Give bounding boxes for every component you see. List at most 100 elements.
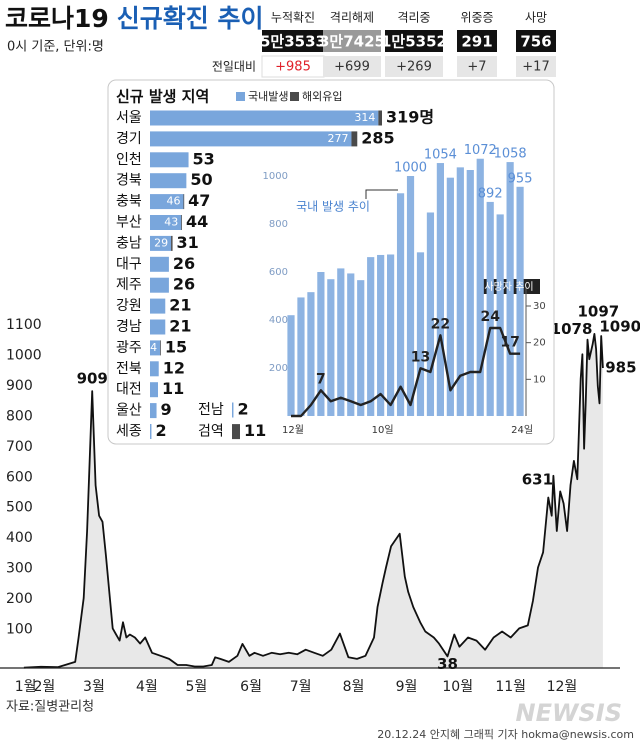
y-tick-label: 100 <box>6 622 33 638</box>
bar <box>347 273 355 416</box>
change-box <box>385 56 443 77</box>
bar <box>446 177 454 416</box>
bar-segment <box>150 424 152 439</box>
legend-swatch <box>236 92 245 101</box>
bar-segment <box>378 110 382 126</box>
bar <box>307 292 315 416</box>
bar-label: 1000 <box>394 161 427 176</box>
change-box <box>516 56 556 77</box>
stat-value: 756 <box>520 33 551 51</box>
category-label: 대전 <box>116 382 142 398</box>
bar <box>496 214 504 416</box>
category-label: 울산 <box>116 403 142 419</box>
peak-label: 38 <box>437 655 458 673</box>
bar-segment <box>150 152 189 168</box>
leader-line <box>365 189 398 199</box>
category-label: 전남 <box>198 402 224 418</box>
bar-segment <box>150 277 169 293</box>
total-label: 21 <box>169 317 191 336</box>
bar-segment <box>160 340 161 356</box>
stat-header: 누적확진 <box>271 11 315 25</box>
stat-box <box>385 30 443 52</box>
x-tick-label: 1월 <box>15 679 37 695</box>
point-label: 13 <box>411 349 430 365</box>
y-tick-label: 700 <box>6 439 33 455</box>
x-tick-label: 2월 <box>34 679 56 695</box>
bar-segment <box>150 298 166 314</box>
bar <box>456 167 464 416</box>
category-label: 충남 <box>116 235 142 251</box>
total-label: 53 <box>193 149 215 168</box>
total-label: 26 <box>173 275 195 294</box>
y-tick-label: 800 <box>269 219 288 230</box>
y-tick-label: 1000 <box>6 347 42 363</box>
bar <box>287 315 295 416</box>
stat-value: 1만5352 <box>381 33 447 51</box>
change-value: +17 <box>522 60 549 75</box>
bar <box>426 212 435 416</box>
y-tick-label: 600 <box>269 267 288 278</box>
category-label: 제주 <box>116 277 142 293</box>
change-label: 전일대비 <box>212 60 256 74</box>
bar <box>486 201 494 416</box>
total-label: 44 <box>186 212 208 231</box>
bar <box>297 297 305 416</box>
bar-segment <box>232 424 240 440</box>
bar <box>436 163 444 416</box>
bar <box>377 254 385 416</box>
series-label: 사망자 추이 <box>484 281 533 293</box>
bar-segment <box>150 235 172 251</box>
total-label: 50 <box>190 170 212 189</box>
y-tick-label: 400 <box>269 315 288 326</box>
line <box>291 326 521 418</box>
y-tick-label: 1100 <box>6 317 42 333</box>
stat-header: 위중증 <box>460 11 493 25</box>
bar <box>466 170 474 416</box>
bar-segment <box>150 403 157 419</box>
title-accent: 신규확진 추이 <box>117 4 264 33</box>
bar-segment <box>150 131 352 147</box>
bar-segment <box>150 361 159 377</box>
legend-swatch <box>290 92 299 101</box>
x-tick-label: 7월 <box>290 679 312 695</box>
bar-label: 955 <box>508 171 533 186</box>
y-tick-label: 500 <box>6 500 33 516</box>
area-fill <box>23 333 603 668</box>
y2-tick-label: 10 <box>533 374 546 385</box>
y-tick-label: 600 <box>6 469 33 485</box>
stat-value: 291 <box>461 33 492 51</box>
y2-tick-label: 30 <box>533 301 546 312</box>
panel-title: 신규 발생 지역 <box>116 88 209 106</box>
bar <box>387 254 395 416</box>
credit: 20.12.24 안지혜 그래픽 기자 hokma@newsis.com <box>377 728 634 741</box>
total-label: 2 <box>155 421 166 440</box>
stat-header: 사망 <box>525 11 547 25</box>
segment-label: 29 <box>154 236 168 249</box>
bar <box>327 279 335 416</box>
y-tick-label: 800 <box>6 408 33 424</box>
point-label: 22 <box>431 316 450 332</box>
bar-segment <box>181 215 182 230</box>
x-tick-label: 10월 <box>442 679 473 695</box>
bar-segment <box>150 382 158 398</box>
total-label: 21 <box>169 296 191 315</box>
bar-segment <box>150 173 187 189</box>
bar <box>317 272 325 416</box>
bar <box>476 158 484 416</box>
bar-segment <box>150 110 379 126</box>
y-tick-label: 1000 <box>263 171 288 182</box>
y-tick-label: 900 <box>6 378 33 394</box>
bar <box>367 257 375 416</box>
x-tick-label: 5월 <box>186 679 208 695</box>
x-tick-label: 8월 <box>343 679 365 695</box>
x-tick-label: 12월 <box>282 424 304 436</box>
point-label: 7 <box>316 371 326 387</box>
logo: NEWSIS <box>516 699 622 727</box>
change-value: +699 <box>334 60 370 75</box>
category-label: 인천 <box>116 152 142 168</box>
category-label: 경북 <box>116 173 142 189</box>
series-label: 국내 발생 추이 <box>296 200 370 214</box>
x-tick-label: 3월 <box>83 679 105 695</box>
segment-label: 14 <box>143 341 157 354</box>
